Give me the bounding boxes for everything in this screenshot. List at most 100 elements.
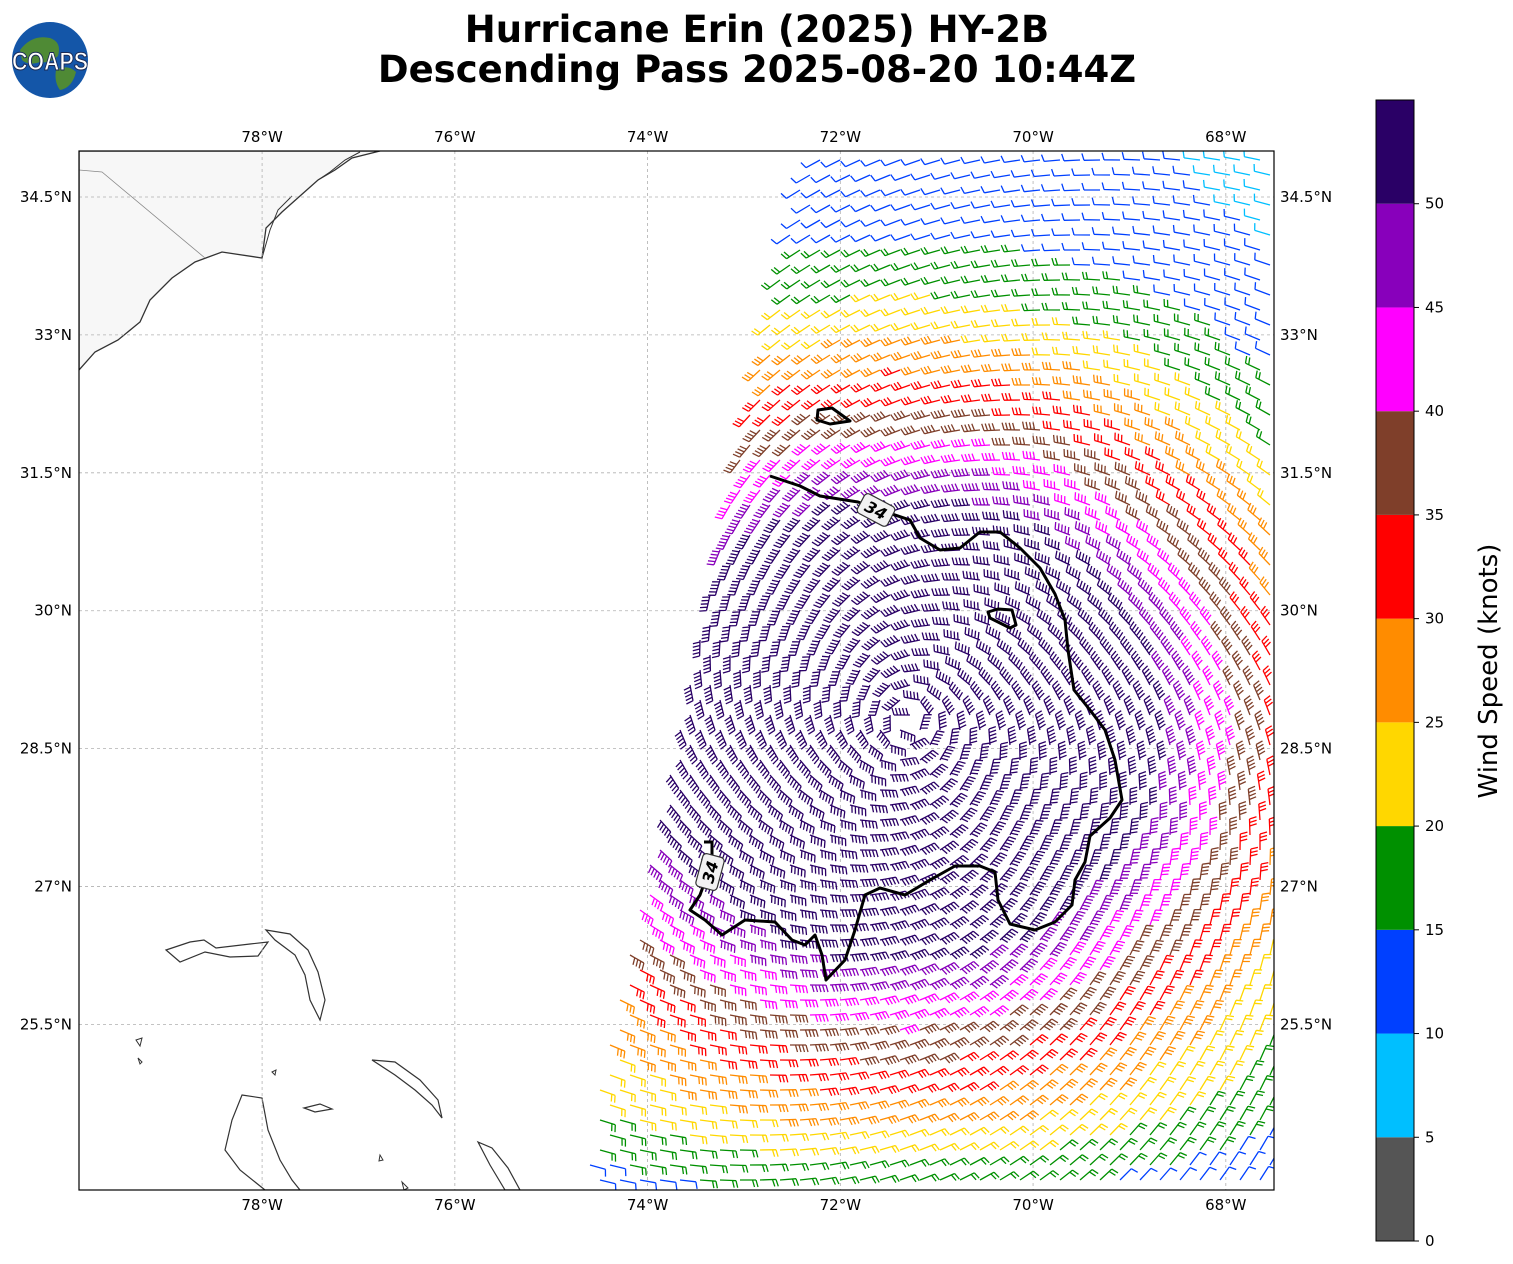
wind-barb [776,759,791,779]
wind-barb [777,789,793,808]
wind-barb [1219,1105,1236,1121]
wind-barb [999,1171,1020,1181]
wind-barb [1069,787,1080,806]
wind-barb [1061,331,1081,341]
wind-barb [1091,197,1111,206]
wind-barb [870,590,891,604]
wind-barb [859,878,880,888]
wind-barb [669,1044,687,1057]
wind-barb [819,998,839,1007]
wind-barb [1039,865,1056,881]
wind-barb [1207,532,1221,551]
wind-barb [999,666,1014,686]
wind-barb [765,579,781,595]
wind-barb [1205,725,1216,746]
wind-barb [1184,357,1201,371]
wind-barb [1223,179,1241,191]
wind-barb [1140,635,1154,656]
wind-barb [1054,493,1071,506]
wind-barb [990,289,1011,298]
wind-barb [1029,912,1048,927]
wind-barb [1008,651,1023,671]
wind-barb [1019,897,1038,912]
wind-barb [719,1059,738,1070]
wind-barb [1184,327,1201,341]
wind-barb [1179,893,1192,911]
wind-barb [1079,864,1094,881]
wind-barb [759,909,776,923]
wind-barb [693,699,705,720]
wind-barb [1109,1001,1127,1016]
wind-barb [1011,407,1031,416]
wind-barb [639,1119,657,1132]
wind-barb [846,744,862,764]
wind-barb [1059,1108,1079,1121]
plot-background [79,151,1274,1190]
colorbar-bin [1376,826,1414,930]
lat-tick-label-left: 28.5°N [20,740,72,758]
wind-barb [1019,773,1031,791]
wind-barb [1235,400,1251,416]
wind-barb [1059,1139,1079,1151]
wind-barb [1103,359,1121,371]
wind-barb [1209,999,1224,1016]
wind-barb [959,1142,980,1151]
wind-barb [1099,955,1116,971]
wind-barb [789,1133,810,1142]
wind-barb [1009,1004,1029,1017]
wind-barb [820,457,841,470]
wind-barb [990,378,1011,387]
wind-barb [1186,755,1197,776]
wind-barb [679,1029,697,1042]
wind-barb [1149,786,1158,806]
wind-barb [1124,475,1141,491]
wind-barb [771,414,791,427]
wind-barb [920,603,941,612]
wind-barb [729,1044,748,1055]
wind-barb [1083,448,1101,461]
contour-label-2: 34 [695,853,725,891]
wind-barb [744,714,756,735]
wind-barb [900,277,921,286]
wind-barb [764,548,781,565]
wind-barb [1132,285,1151,296]
wind-barb [1012,495,1031,506]
wind-barb [950,320,971,329]
wind-barb [1089,818,1101,836]
wind-barb [870,411,891,422]
colorbar-tick-label: 0 [1425,1232,1435,1250]
wind-barb [1249,969,1263,986]
wind-barb [880,337,901,347]
wind-barb [649,924,665,941]
wind-barb [1041,361,1061,371]
wind-barb [1229,1060,1245,1076]
wind-barb [791,413,811,426]
wind-barb [665,774,680,795]
wind-barb [709,1014,727,1027]
wind-barb [1043,478,1061,491]
wind-barb [687,834,703,853]
colorbar-tick-label: 35 [1425,506,1444,524]
wind-barb [949,1097,970,1107]
wind-barb [727,804,742,823]
wind-barb [1155,489,1171,506]
wind-barb [770,294,791,305]
wind-barb [739,1089,759,1099]
wind-barb [639,969,655,985]
wind-barb [771,324,791,336]
wind-barb [784,714,796,735]
wind-barb [860,278,881,287]
wind-barb [789,1073,809,1082]
wind-barb [1129,879,1143,896]
wind-barb [1239,1014,1254,1031]
wind-barb [1192,680,1204,701]
wind-barb [791,669,801,688]
wind-barb [1079,1108,1099,1121]
wind-barb [738,819,753,838]
wind-barb [761,654,771,673]
wind-barb [1183,298,1201,311]
lon-tick-label-bottom: 68°W [1205,1196,1247,1214]
wind-barb [890,234,911,242]
wind-barb [1069,818,1082,836]
wind-barb [705,744,718,765]
